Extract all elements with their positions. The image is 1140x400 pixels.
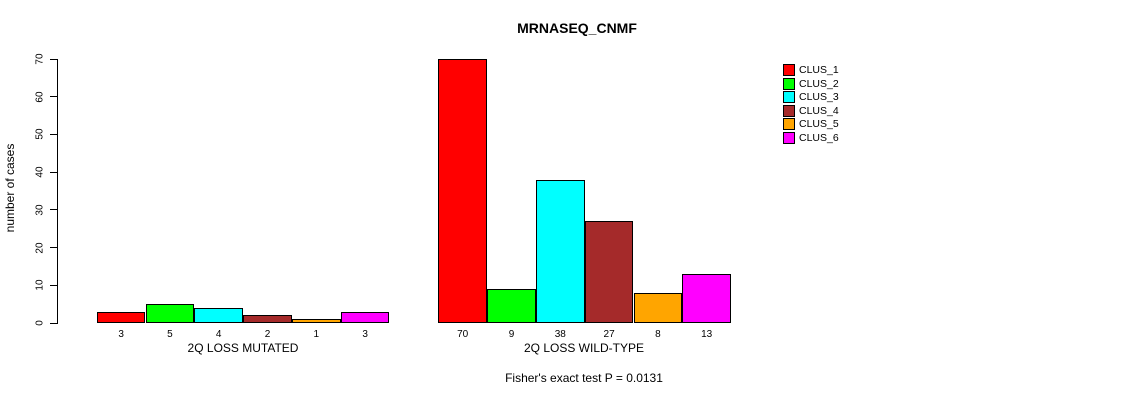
- y-tick-label: 60: [34, 91, 46, 103]
- y-tick: [50, 284, 58, 286]
- bar-clus_1-group2: [438, 59, 488, 323]
- legend-swatch: [783, 131, 795, 144]
- bar-clus_2-group2: [487, 289, 536, 323]
- y-tick: [50, 247, 58, 249]
- bar-value-label: 3: [118, 329, 124, 340]
- bar-clus_5-group1: [291, 319, 341, 323]
- bar-clus_4-group1: [243, 315, 292, 323]
- y-axis-line: [57, 59, 58, 324]
- bar-value-label: 1: [313, 329, 320, 340]
- legend-label: CLUS_3: [799, 91, 839, 104]
- chart-title: MRNASEQ_CNMF: [517, 20, 637, 36]
- legend-swatch: [783, 91, 795, 104]
- bar-value-label: 3: [362, 329, 368, 340]
- bar-clus_6-group1: [340, 311, 390, 323]
- y-tick-label: 50: [34, 128, 46, 140]
- legend-item-clus_1: CLUS_1: [783, 64, 839, 76]
- legend-item-clus_2: CLUS_2: [783, 77, 839, 90]
- legend-item-clus_4: CLUS_4: [783, 104, 839, 117]
- y-tick-label: 40: [34, 166, 46, 178]
- bar-value-label: 2: [264, 329, 271, 340]
- legend-label: CLUS_6: [799, 131, 839, 144]
- y-tick-label: 10: [34, 279, 46, 291]
- bar-clus_6-group2: [682, 273, 732, 323]
- legend-label: CLUS_2: [799, 77, 839, 90]
- y-tick-label: 30: [34, 204, 46, 216]
- bar-value-label: 27: [603, 329, 615, 340]
- legend-label: CLUS_4: [799, 104, 839, 117]
- bar-value-label: 4: [215, 329, 222, 340]
- x-category-label-mutated: 2Q LOSS MUTATED: [187, 341, 299, 355]
- y-tick-label: 70: [34, 53, 46, 65]
- bar-value-label: 9: [508, 329, 515, 340]
- y-tick: [50, 209, 58, 211]
- y-tick: [50, 96, 58, 98]
- bar-clus_1-group1: [96, 311, 146, 323]
- bar-value-label: 70: [457, 329, 469, 340]
- y-tick: [50, 133, 58, 135]
- bar-clus_3-group1: [194, 307, 244, 323]
- y-tick: [50, 171, 58, 173]
- bar-clus_4-group2: [584, 221, 634, 323]
- legend-label: CLUS_1: [799, 64, 839, 76]
- legend-swatch: [783, 104, 795, 117]
- bar-value-label: 5: [167, 329, 173, 340]
- bar-value-label: 38: [554, 329, 566, 340]
- bar-value-label: 8: [655, 329, 661, 340]
- legend-item-clus_3: CLUS_3: [783, 91, 839, 104]
- legend-swatch: [783, 118, 795, 131]
- legend-item-clus_5: CLUS_5: [783, 118, 839, 131]
- legend: CLUS_1 CLUS_2 CLUS_3 CLUS_4 CLUS_5 CLUS_6: [783, 64, 839, 146]
- bar-clus_3-group2: [535, 179, 585, 323]
- legend-swatch: [783, 64, 795, 76]
- y-tick-label: 0: [34, 320, 46, 326]
- y-tick: [50, 322, 58, 324]
- y-tick-label: 20: [34, 242, 46, 254]
- legend-label: CLUS_5: [799, 118, 839, 131]
- legend-swatch: [783, 77, 795, 90]
- fisher-test-annotation: Fisher's exact test P = 0.0131: [505, 371, 663, 385]
- bar-clus_2-group1: [145, 304, 195, 323]
- bar-clus_5-group2: [633, 292, 683, 323]
- bar-value-label: 13: [701, 329, 713, 340]
- y-tick: [50, 58, 58, 60]
- legend-item-clus_6: CLUS_6: [783, 131, 839, 144]
- x-category-label-wildtype: 2Q LOSS WILD-TYPE: [523, 341, 645, 355]
- y-axis-label: number of cases: [3, 143, 17, 233]
